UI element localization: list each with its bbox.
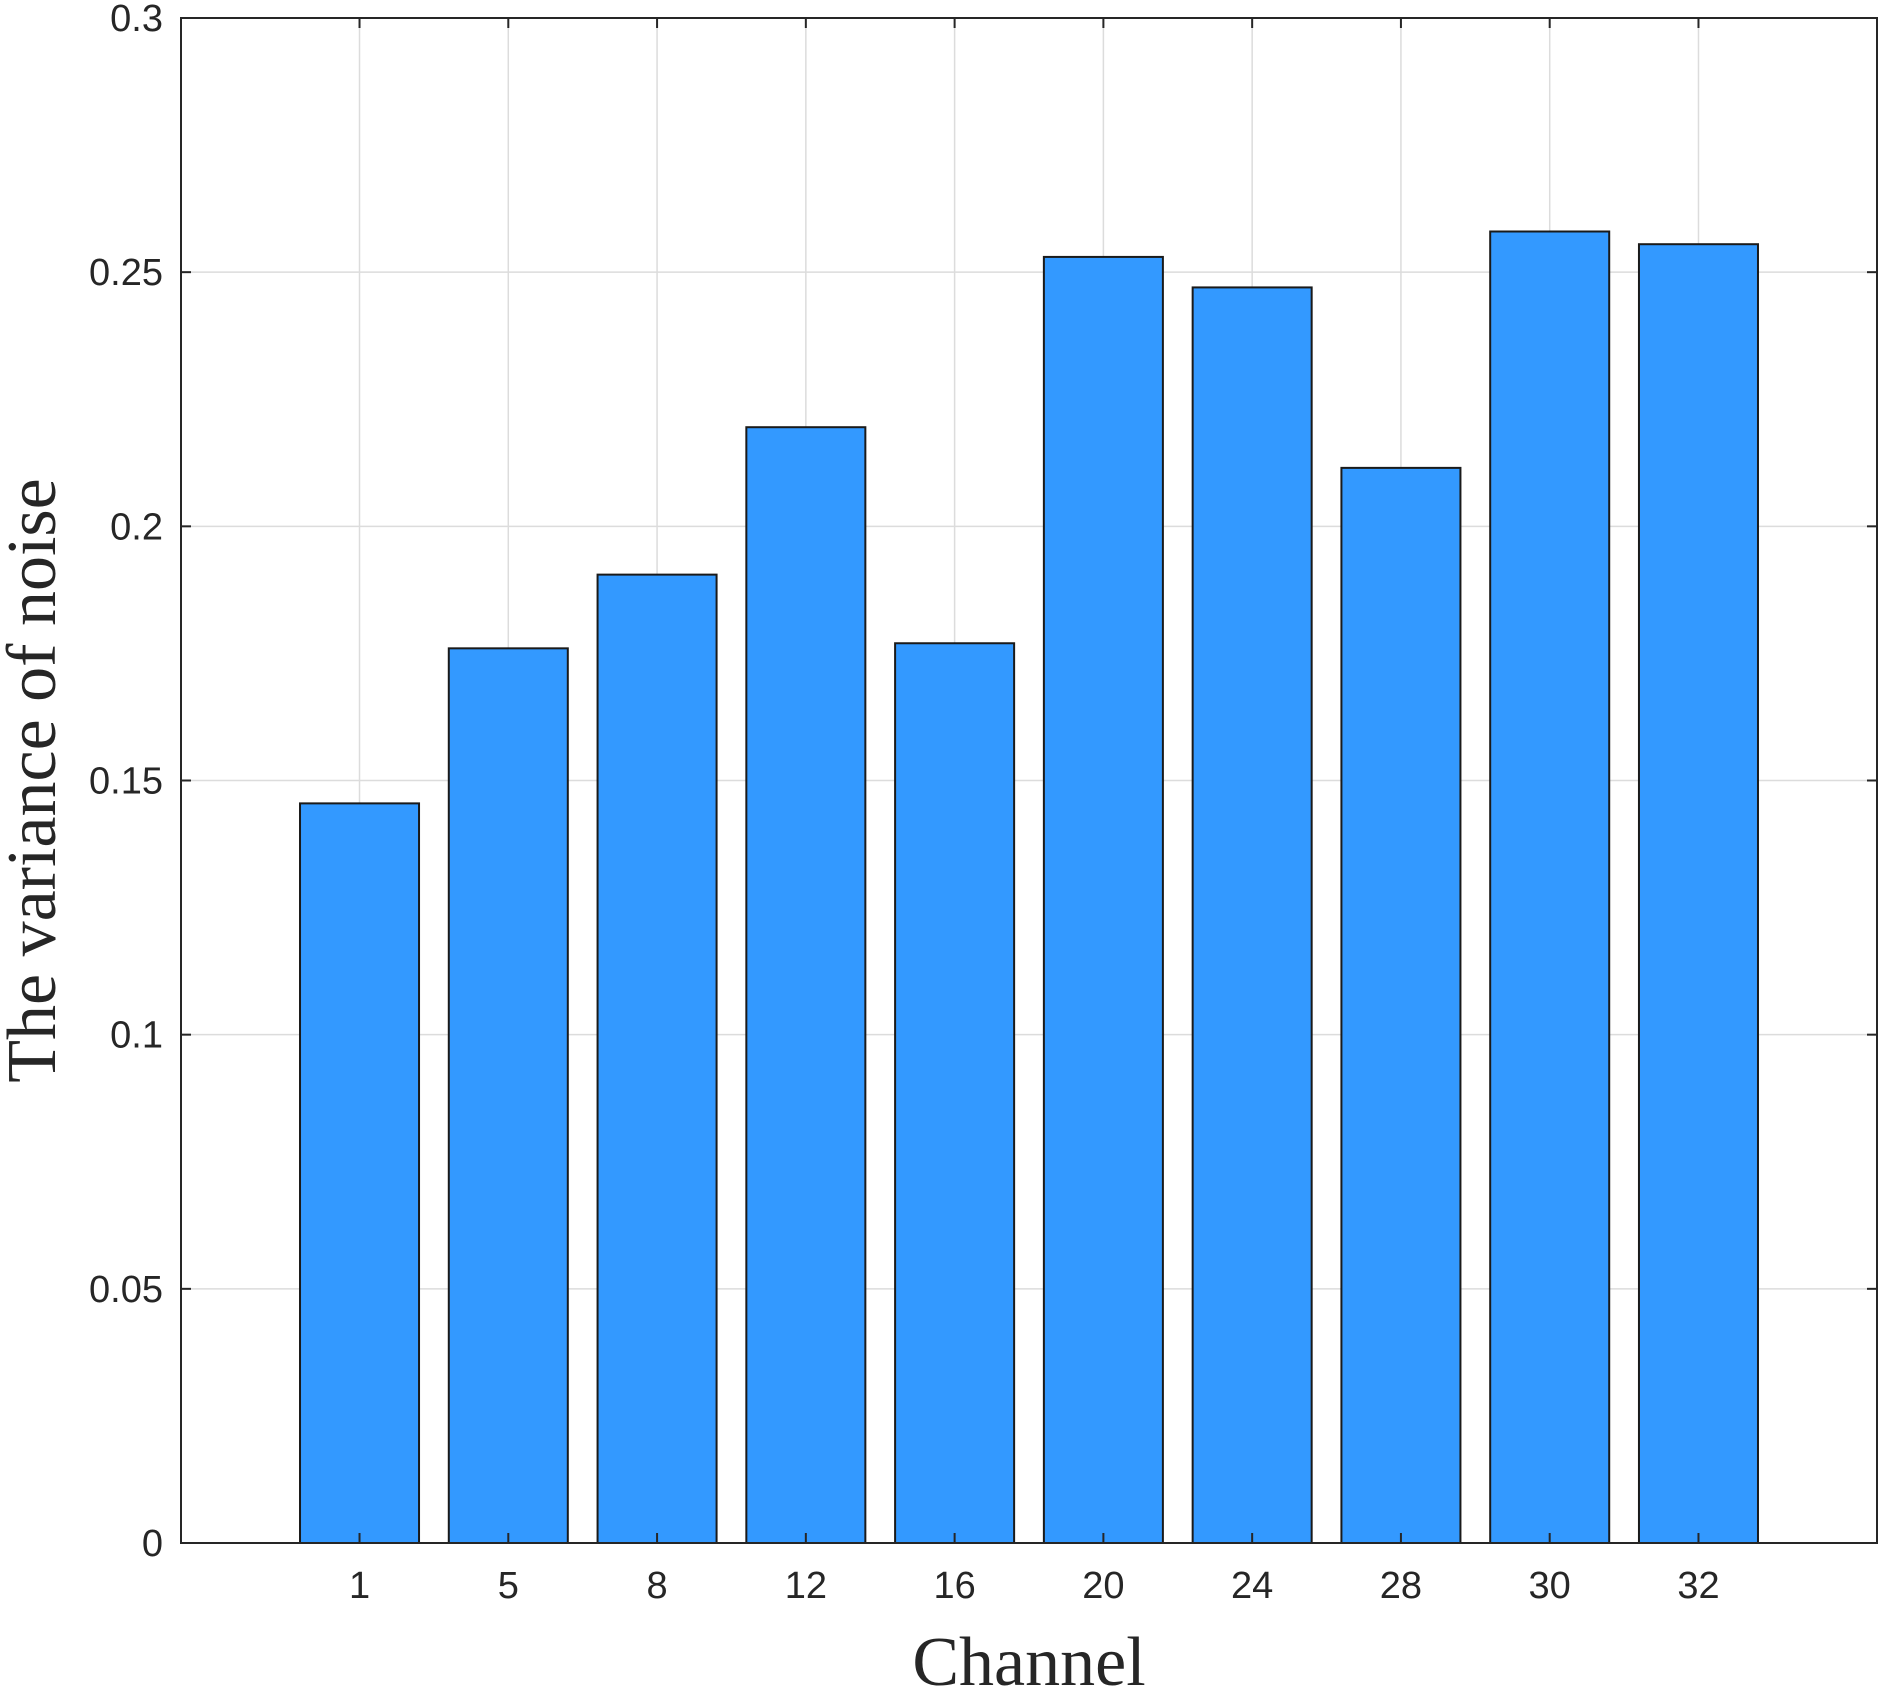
bar-channel-32 <box>1637 243 1759 1544</box>
bar-channel-20 <box>1042 255 1164 1545</box>
y-axis-title: The variance of noise <box>0 478 71 1082</box>
x-tick-label: 1 <box>349 1565 370 1607</box>
bar-channel-30 <box>1489 230 1611 1544</box>
axes-layer <box>180 17 1878 1544</box>
y-tick-label: 0.25 <box>89 252 163 294</box>
bar-channel-16 <box>894 642 1016 1544</box>
x-tick-label: 16 <box>933 1565 975 1607</box>
y-tick-label: 0.15 <box>89 761 163 803</box>
bars-layer <box>299 230 1759 1545</box>
x-tick-label: 12 <box>785 1565 827 1607</box>
bar-channel-1 <box>299 802 421 1544</box>
bar-channel-12 <box>745 426 867 1544</box>
y-tick-label: 0.05 <box>89 1269 163 1311</box>
bar-channel-24 <box>1191 286 1313 1545</box>
x-tick-label: 24 <box>1231 1565 1273 1607</box>
x-tick-label: 8 <box>646 1565 667 1607</box>
y-tick-label: 0.3 <box>110 0 163 40</box>
x-tick-label: 32 <box>1677 1565 1719 1607</box>
x-axis-title: Channel <box>912 1624 1145 1691</box>
x-tick-label: 30 <box>1529 1565 1571 1607</box>
y-tick-label: 0.1 <box>110 1015 163 1057</box>
bar-channel-8 <box>596 573 718 1544</box>
bar-channel-28 <box>1340 466 1462 1544</box>
x-tick-label: 20 <box>1082 1565 1124 1607</box>
plot-frame <box>180 17 1878 1544</box>
grid-layer <box>181 18 1877 1543</box>
x-tick-label: 28 <box>1380 1565 1422 1607</box>
bar-channel-5 <box>447 647 569 1544</box>
x-tick-label: 5 <box>498 1565 519 1607</box>
y-tick-label: 0.2 <box>110 506 163 548</box>
labels-layer: 0 0.05 0.1 0.15 0.2 0.25 0.3 1 5 8 12 16 20 24 28 30 32 <box>89 0 1720 1607</box>
y-tick-label: 0 <box>142 1523 163 1565</box>
